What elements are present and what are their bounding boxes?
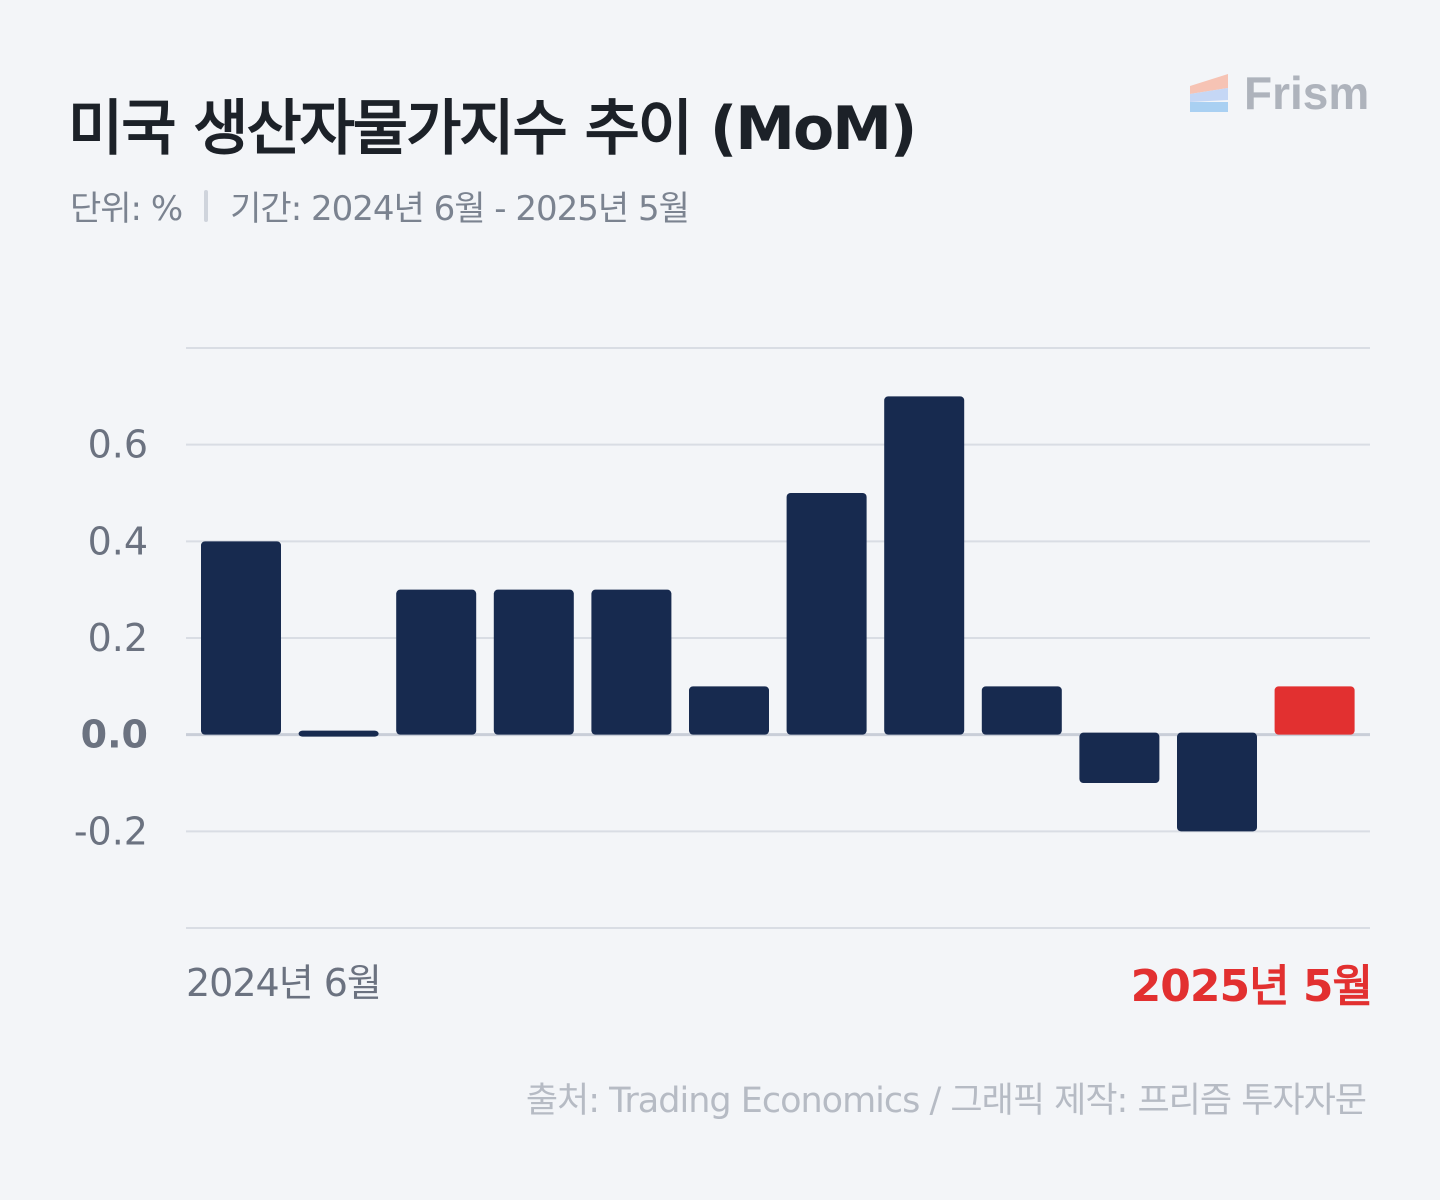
subtitle-divider — [204, 189, 209, 222]
bar — [981, 686, 1062, 735]
source-credit: 출처: Trading Economics / 그래픽 제작: 프리즘 투자자문 — [525, 1081, 1367, 1121]
period-label: 기간: 2024년 6월 - 2025년 5월 — [230, 189, 690, 229]
bar — [1079, 732, 1160, 783]
bar — [786, 493, 867, 735]
bar — [1177, 732, 1257, 832]
y-tick-label: 0.0 — [81, 713, 148, 757]
chart-subtitle: 단위: % 기간: 2024년 6월 - 2025년 5월 — [70, 181, 690, 230]
bar — [884, 396, 965, 735]
chart-title: 미국 생산자물가지수 추이 (MoM) — [68, 94, 917, 164]
y-tick-label: 0.4 — [88, 519, 148, 563]
x-axis-end-label: 2025년 5월 — [1130, 961, 1373, 1012]
frism-logo-icon — [1190, 74, 1228, 112]
frism-logo: Frism — [1190, 67, 1370, 119]
brand-name: Frism — [1244, 67, 1370, 119]
bar — [493, 589, 574, 735]
bar — [298, 730, 379, 737]
bar — [396, 589, 477, 735]
unit-label: 단위: % — [70, 189, 183, 229]
bar — [591, 589, 672, 735]
y-tick-label: 0.2 — [88, 616, 148, 660]
y-tick-label: 0.6 — [88, 423, 148, 467]
x-axis-start-label: 2024년 6월 — [186, 961, 382, 1005]
bar — [689, 686, 769, 735]
bar — [201, 541, 281, 735]
bar-highlight — [1274, 686, 1355, 735]
y-tick-label: -0.2 — [74, 809, 148, 853]
